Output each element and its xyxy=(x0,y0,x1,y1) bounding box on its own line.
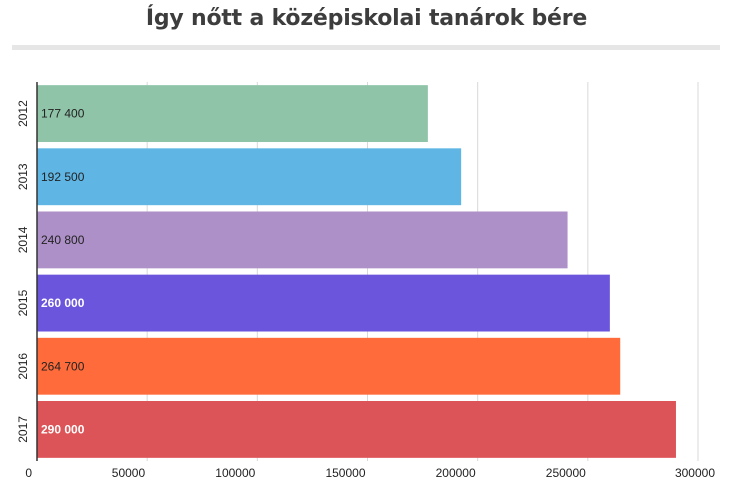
category-label-2013: 2013 xyxy=(16,163,30,190)
value-label-2012: 177 400 xyxy=(41,107,85,121)
value-label-2014: 240 800 xyxy=(41,233,85,247)
category-label-2016: 2016 xyxy=(16,353,30,380)
bars xyxy=(37,85,676,458)
x-tick-label: 0 xyxy=(25,466,32,480)
x-tick-label: 150000 xyxy=(325,466,365,480)
x-tick-label: 50000 xyxy=(112,466,146,480)
value-label-2015: 260 000 xyxy=(41,296,85,310)
category-labels: 2012 2013 2014 2015 2016 2017 xyxy=(16,100,30,443)
bar-2017 xyxy=(37,400,676,458)
category-label-2017: 2017 xyxy=(16,416,30,443)
grid-lines xyxy=(146,82,699,461)
bar-2012 xyxy=(37,85,428,143)
bar-2014 xyxy=(37,211,568,269)
title-divider xyxy=(12,45,720,50)
value-label-2017: 290 000 xyxy=(41,422,85,436)
x-tick-labels: 0 50000 100000 150000 200000 250000 300000 xyxy=(25,466,715,480)
x-tick-label: 200000 xyxy=(436,466,476,480)
chart-title: Így nőtt a középiskolai tanárok bére xyxy=(145,6,588,31)
category-label-2012: 2012 xyxy=(16,100,30,127)
x-tick-label: 100000 xyxy=(215,466,255,480)
value-label-2013: 192 500 xyxy=(41,170,85,184)
x-tick-label: 250000 xyxy=(546,466,586,480)
value-label-2016: 264 700 xyxy=(41,359,85,373)
category-label-2015: 2015 xyxy=(16,289,30,316)
bar-2016 xyxy=(37,337,621,395)
bar-2015 xyxy=(37,274,610,332)
category-label-2014: 2014 xyxy=(16,226,30,253)
bar-value-labels: 177 400 192 500 240 800 260 000 264 700 290 0… xyxy=(41,107,85,437)
x-tick-label: 300000 xyxy=(675,466,715,480)
bar-2013 xyxy=(37,148,462,206)
